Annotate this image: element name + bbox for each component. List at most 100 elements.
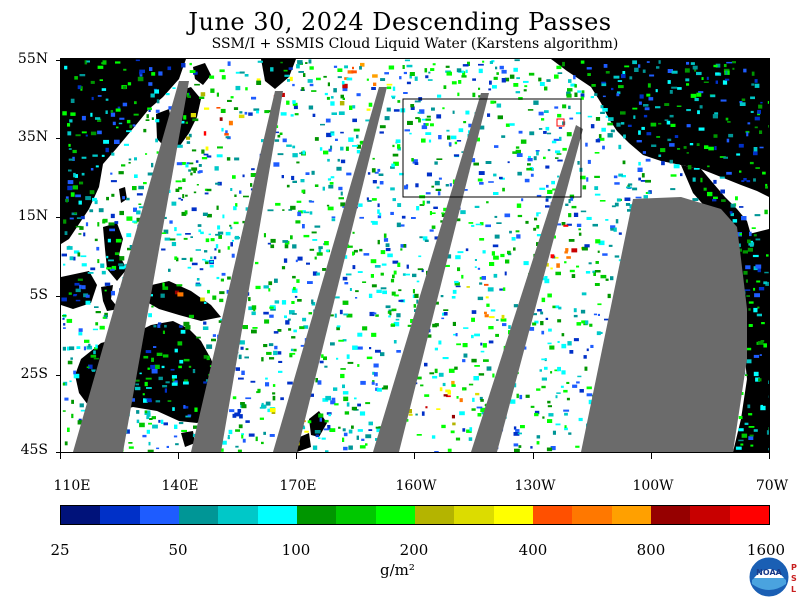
- cloud-pixel: [385, 248, 391, 252]
- cloud-pixel: [714, 112, 719, 116]
- cloud-pixel: [589, 323, 593, 327]
- cloud-pixel: [228, 429, 233, 435]
- cloud-pixel: [234, 194, 237, 197]
- cloud-pixel: [241, 404, 247, 409]
- cloud-pixel: [515, 429, 520, 432]
- cloud-pixel: [175, 443, 179, 446]
- lon-tick: [178, 453, 179, 459]
- cloud-pixel: [136, 410, 140, 414]
- cloud-pixel: [218, 235, 222, 239]
- cloud-pixel: [375, 383, 378, 386]
- cloud-pixel: [65, 196, 69, 199]
- cloud-pixel: [529, 131, 535, 136]
- cloud-pixel: [757, 109, 761, 114]
- cloud-pixel: [373, 363, 379, 368]
- cloud-pixel: [342, 300, 349, 305]
- cloud-pixel: [385, 243, 390, 248]
- cloud-pixel: [583, 355, 587, 359]
- cloud-pixel: [165, 381, 170, 384]
- cloud-pixel: [235, 203, 238, 207]
- cloud-pixel: [135, 383, 139, 386]
- cloud-pixel: [539, 82, 545, 86]
- cloud-pixel: [725, 70, 728, 75]
- cloud-pixel: [215, 233, 221, 236]
- cloud-pixel: [544, 366, 548, 370]
- cloud-pixel: [758, 104, 763, 109]
- cloud-pixel: [618, 259, 622, 262]
- cloud-pixel: [563, 409, 570, 412]
- land-tasmania: [181, 431, 195, 447]
- location-marker: [556, 118, 565, 127]
- cloud-pixel: [568, 105, 571, 110]
- cloud-pixel: [477, 267, 481, 270]
- cloud-pixel: [129, 124, 133, 129]
- cloud-pixel: [66, 246, 73, 250]
- cloud-pixel: [114, 221, 119, 224]
- cloud-pixel: [370, 259, 377, 264]
- cloud-pixel: [302, 224, 305, 229]
- cloud-pixel: [528, 72, 535, 76]
- cloud-pixel: [426, 115, 431, 118]
- cloud-pixel: [126, 233, 132, 238]
- cloud-pixel: [561, 222, 566, 226]
- cloud-pixel: [361, 438, 365, 441]
- cloud-pixel: [520, 139, 527, 144]
- cloud-pixel: [80, 255, 87, 258]
- cloud-pixel: [340, 94, 344, 99]
- cloud-pixel: [347, 361, 354, 364]
- cloud-pixel: [501, 314, 505, 320]
- cloud-pixel: [388, 315, 391, 318]
- cloud-pixel: [208, 233, 211, 236]
- cloud-pixel: [272, 395, 276, 401]
- cloud-pixel: [122, 85, 127, 90]
- cloud-pixel: [696, 71, 702, 76]
- cloud-pixel: [384, 72, 389, 75]
- cloud-pixel: [174, 348, 178, 353]
- cloud-pixel: [481, 412, 485, 415]
- cloud-pixel: [428, 71, 431, 74]
- cloud-pixel: [73, 250, 80, 254]
- colorbar-label: 200: [399, 541, 429, 559]
- cloud-pixel: [193, 71, 198, 75]
- cloud-pixel: [286, 100, 290, 105]
- cloud-pixel: [95, 344, 98, 349]
- cloud-pixel: [642, 69, 646, 73]
- cloud-pixel: [172, 377, 175, 382]
- cloud-pixel: [336, 166, 342, 171]
- cloud-pixel: [102, 219, 106, 224]
- cloud-pixel: [265, 382, 270, 387]
- cloud-pixel: [269, 306, 274, 309]
- cloud-pixel: [352, 265, 356, 270]
- cloud-pixel: [205, 238, 210, 243]
- cloud-pixel: [596, 331, 601, 336]
- cloud-pixel: [202, 326, 209, 330]
- cloud-pixel: [269, 434, 275, 437]
- cloud-pixel: [250, 380, 256, 383]
- cloud-pixel: [407, 120, 413, 125]
- cloud-pixel: [70, 98, 75, 103]
- cloud-pixel: [352, 251, 355, 256]
- cloud-pixel: [410, 104, 415, 108]
- cloud-pixel: [600, 274, 607, 279]
- cloud-pixel: [290, 235, 293, 240]
- cloud-pixel: [344, 77, 349, 80]
- cloud-pixel: [438, 177, 442, 180]
- cloud-pixel: [473, 162, 479, 166]
- cloud-pixel: [185, 164, 189, 168]
- cloud-pixel: [325, 450, 329, 452]
- cloud-pixel: [194, 83, 200, 86]
- cloud-pixel: [419, 236, 423, 239]
- cloud-pixel: [117, 106, 121, 111]
- cloud-pixel: [471, 408, 476, 411]
- cloud-pixel: [263, 233, 266, 238]
- cloud-pixel: [492, 244, 499, 248]
- cloud-pixel: [434, 161, 438, 165]
- cloud-pixel: [210, 88, 215, 93]
- cloud-pixel: [542, 416, 545, 419]
- cloud-pixel: [701, 77, 704, 80]
- cloud-pixel: [480, 399, 484, 402]
- cloud-pixel: [198, 164, 202, 167]
- cloud-pixel: [354, 397, 357, 400]
- cloud-pixel: [454, 280, 459, 284]
- cloud-pixel: [443, 309, 449, 311]
